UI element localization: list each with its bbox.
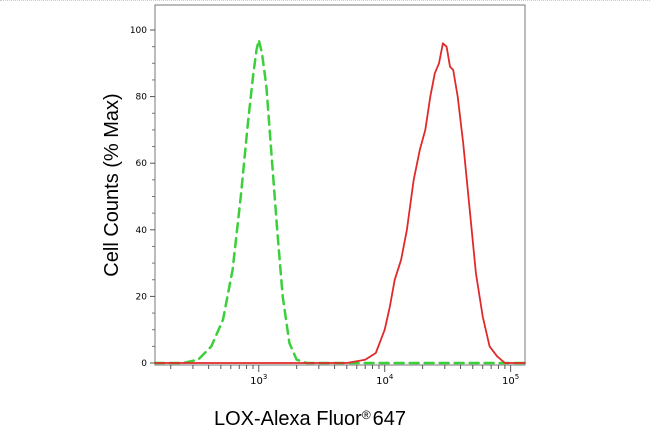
- y-axis-ticks: 0 20 40 60 80 100: [130, 26, 155, 369]
- y-tick-label: 40: [136, 226, 148, 236]
- x-tick-label: 104: [376, 373, 394, 387]
- x-axis-label-main: LOX-Alexa Fluor: [214, 408, 362, 430]
- x-axis-label-suffix: 647: [373, 408, 406, 430]
- x-axis-ticks: 103 104 105: [170, 365, 519, 387]
- x-tick-label: 105: [502, 373, 519, 387]
- x-axis-label-registered: ®: [362, 408, 371, 422]
- y-tick-label: 60: [136, 159, 148, 169]
- y-axis-label: Cell Counts (% Max): [101, 93, 123, 276]
- y-tick-label: 80: [136, 93, 148, 103]
- y-tick-label: 100: [130, 26, 147, 36]
- x-tick-exponent: 4: [389, 373, 394, 381]
- x-tick-exponent: 3: [263, 373, 267, 381]
- x-tick-base: 10: [376, 376, 389, 387]
- lox-histogram-line: [154, 42, 526, 364]
- x-tick-base: 10: [502, 376, 515, 387]
- plot-frame: [154, 4, 526, 366]
- y-tick-label: 20: [136, 292, 148, 302]
- x-tick-label: 103: [250, 373, 267, 387]
- series-group: [153, 38, 527, 365]
- x-axis-label: LOX-Alexa Fluor® 647: [214, 408, 406, 430]
- top-dotted-border: [0, 0, 650, 2]
- x-tick-base: 10: [250, 376, 263, 387]
- y-tick-label: 0: [141, 359, 147, 369]
- x-tick-exponent: 5: [515, 373, 519, 381]
